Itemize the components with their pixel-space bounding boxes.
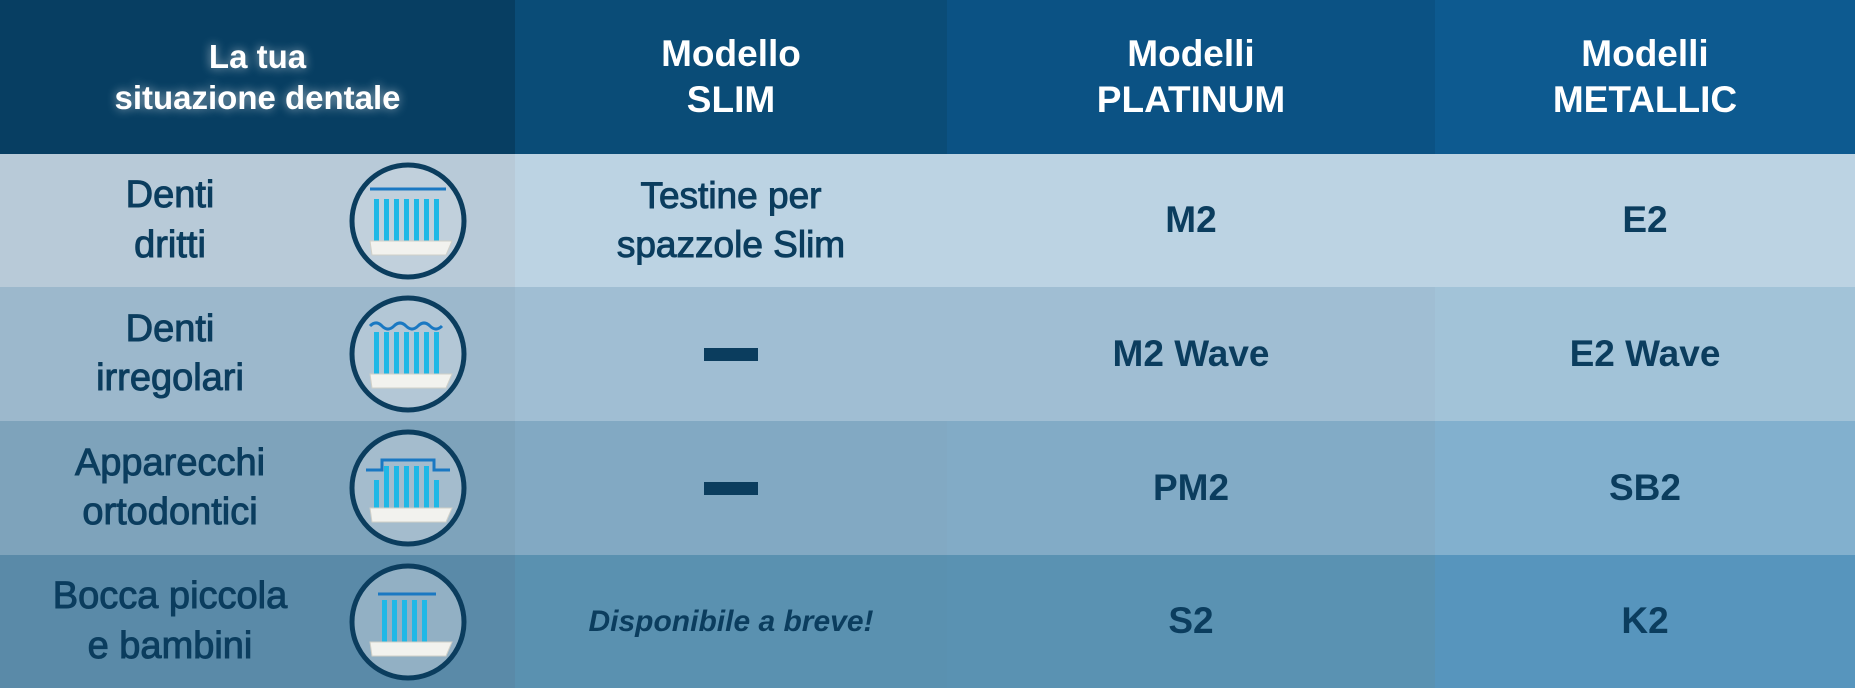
slim-value: Disponibile a breve! xyxy=(588,605,874,638)
slim-cell: — xyxy=(515,287,947,421)
situation-cell: Apparecchi ortodontici xyxy=(0,421,515,555)
brush-straight-icon xyxy=(349,162,467,279)
situation-cell: Bocca piccola e bambini xyxy=(0,555,515,688)
platinum-value: M2 xyxy=(1165,199,1217,241)
brush-small-icon xyxy=(349,563,467,680)
platinum-cell: S2 xyxy=(947,555,1435,688)
header-slim: Modello SLIM xyxy=(515,0,947,154)
not-available-dash xyxy=(704,481,758,495)
platinum-value: S2 xyxy=(1168,600,1214,642)
metallic-cell: E2 Wave xyxy=(1435,287,1855,421)
metallic-cell: SB2 xyxy=(1435,421,1855,555)
metallic-cell: K2 xyxy=(1435,555,1855,688)
slim-value: Testine per spazzole Slim xyxy=(616,175,846,265)
metallic-value: K2 xyxy=(1621,600,1669,642)
metallic-cell: E2 xyxy=(1435,154,1855,287)
metallic-value: SB2 xyxy=(1609,466,1681,508)
brush-orthodontic-icon xyxy=(349,429,467,547)
metallic-value: E2 Wave xyxy=(1569,332,1721,374)
platinum-cell: M2 xyxy=(947,154,1435,287)
situation-label: Denti dritti xyxy=(125,174,215,266)
situation-label: Apparecchi ortodontici xyxy=(74,441,266,533)
brush-wave-icon xyxy=(349,295,467,413)
header-platinum: Modelli PLATINUM xyxy=(947,0,1435,154)
metallic-value: E2 xyxy=(1622,199,1668,241)
situation-label: Bocca piccola e bambini xyxy=(52,575,288,667)
platinum-cell: M2 Wave xyxy=(947,287,1435,421)
not-available-dash xyxy=(704,347,758,361)
header-situation: La tua situazione dentale xyxy=(0,0,515,154)
situation-cell: Denti irregolari xyxy=(0,287,515,421)
header-metallic: Modelli METALLIC xyxy=(1435,0,1855,154)
situation-cell: Denti dritti xyxy=(0,154,515,287)
situation-label: Denti irregolari xyxy=(96,307,245,399)
slim-cell: Disponibile a breve! xyxy=(515,555,947,688)
platinum-value: M2 Wave xyxy=(1112,332,1270,374)
slim-cell: — xyxy=(515,421,947,555)
slim-cell: Testine per spazzole Slim xyxy=(515,154,947,287)
platinum-cell: PM2 xyxy=(947,421,1435,555)
platinum-value: PM2 xyxy=(1152,466,1230,508)
